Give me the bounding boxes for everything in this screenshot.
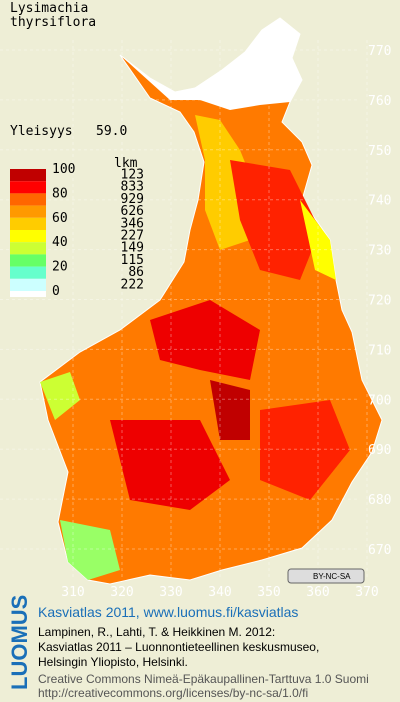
x-coordinate-label: 310 xyxy=(61,585,84,600)
citation: Kasviatlas 2011 – Luonnontieteellinen ke… xyxy=(38,640,319,654)
x-coordinate-label: 320 xyxy=(110,585,133,600)
legend-scale-label: 60 xyxy=(52,211,68,226)
legend-swatch xyxy=(10,242,46,255)
y-coordinate-label: 740 xyxy=(368,194,391,209)
legend-swatch xyxy=(10,217,46,230)
footer-heading: Kasviatlas 2011, www.luomus.fi/kasviatla… xyxy=(38,604,298,620)
coordinate-grid: 770 760 750 740 730 720 710 700 690 680 670 310 320 3… xyxy=(0,40,391,600)
legend-swatch xyxy=(10,169,46,182)
citation: Lampinen, R., Lahti, T. & Heikkinen M. 2… xyxy=(38,625,275,639)
y-coordinate-label: 680 xyxy=(368,493,391,508)
legend-swatch xyxy=(10,193,46,206)
legend-scale-label: 0 xyxy=(52,284,60,299)
legend-count: 227 xyxy=(121,229,144,244)
x-coordinate-label: 340 xyxy=(208,585,231,600)
y-coordinate-label: 670 xyxy=(368,543,391,558)
legend-count-header: lkm xyxy=(114,156,138,171)
license-text: http://creativecommons.org/licenses/by-n… xyxy=(38,686,308,700)
legend-scale-label: 100 xyxy=(52,162,75,177)
legend-count: 86 xyxy=(128,265,144,280)
y-coordinate-label: 690 xyxy=(368,443,391,458)
license-text: Creative Commons Nimeä-Epäkaupallinen-Ta… xyxy=(38,672,369,686)
legend-count: 833 xyxy=(121,180,144,195)
luomus-logo: LUOMUS xyxy=(7,595,32,690)
legend-swatch xyxy=(10,230,46,243)
legend-scale-label: 20 xyxy=(52,260,68,275)
legend-scale-label: 40 xyxy=(52,235,68,250)
legend-swatch xyxy=(10,278,46,291)
legend-count: 115 xyxy=(121,253,144,268)
legend-count: 346 xyxy=(121,216,144,231)
legend-scale-label: 80 xyxy=(52,186,68,201)
y-coordinate-label: 750 xyxy=(368,144,391,159)
finland-map xyxy=(39,17,383,585)
y-coordinate-label: 700 xyxy=(368,393,391,408)
species-name: Lysimachia xyxy=(10,1,88,16)
y-coordinate-label: 770 xyxy=(368,44,391,59)
legend-swatch xyxy=(10,291,46,297)
legend-swatch xyxy=(10,254,46,267)
legend-count: 123 xyxy=(121,168,144,183)
species-name: thyrsiflora xyxy=(10,15,96,30)
citation: Helsingin Yliopisto, Helsinki. xyxy=(38,655,188,669)
legend-count: 222 xyxy=(121,277,144,292)
license-badge-text: BY-NC-SA xyxy=(313,572,351,581)
x-coordinate-label: 330 xyxy=(159,585,182,600)
legend-count: 929 xyxy=(121,192,144,207)
y-coordinate-label: 720 xyxy=(368,294,391,309)
y-coordinate-label: 710 xyxy=(368,343,391,358)
frequency-value: 59.0 xyxy=(96,124,127,139)
x-coordinate-label: 360 xyxy=(306,585,329,600)
y-coordinate-label: 760 xyxy=(368,94,391,109)
legend-swatch xyxy=(10,181,46,194)
legend-count: 626 xyxy=(121,204,144,219)
frequency-label: Yleisyys xyxy=(10,124,73,139)
x-coordinate-label: 370 xyxy=(355,585,378,600)
x-coordinate-label: 350 xyxy=(257,585,280,600)
legend-swatch xyxy=(10,266,46,279)
legend-count: 149 xyxy=(121,241,144,256)
legend-swatch xyxy=(10,205,46,218)
y-coordinate-label: 730 xyxy=(368,244,391,259)
license-badge xyxy=(287,568,365,584)
